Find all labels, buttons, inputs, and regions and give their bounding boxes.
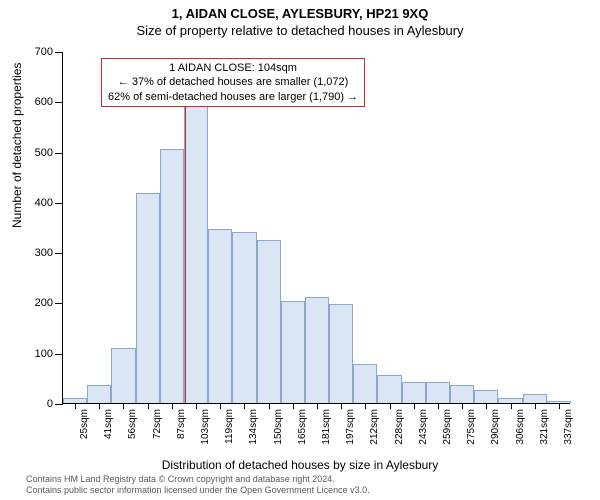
x-tick-label: 181sqm: [321, 409, 332, 445]
x-tick-label: 150sqm: [273, 409, 284, 445]
x-tick: [317, 403, 318, 409]
y-tick-label: 400: [35, 197, 53, 209]
attribution-text: Contains HM Land Registry data © Crown c…: [26, 474, 370, 496]
y-tick-label: 600: [35, 96, 53, 108]
x-tick-label: 259sqm: [442, 409, 453, 445]
info-box: 1 AIDAN CLOSE: 104sqm ← 37% of detached …: [101, 58, 365, 107]
histogram-bar: [208, 229, 232, 403]
info-line-1: 1 AIDAN CLOSE: 104sqm: [108, 61, 358, 75]
y-tick: [55, 253, 63, 254]
y-tick-label: 300: [35, 247, 53, 259]
x-tick: [99, 403, 100, 409]
x-tick-label: 306sqm: [515, 409, 526, 445]
histogram-bar: [329, 304, 353, 403]
x-tick-label: 212sqm: [369, 409, 380, 445]
histogram-bar: [450, 385, 474, 403]
histogram-bar: [426, 382, 450, 403]
x-tick-label: 103sqm: [200, 409, 211, 445]
histogram-bar: [305, 297, 329, 403]
page-title: 1, AIDAN CLOSE, AYLESBURY, HP21 9XQ: [0, 0, 600, 21]
y-tick: [55, 354, 63, 355]
x-tick-label: 197sqm: [345, 409, 356, 445]
x-tick-label: 72sqm: [152, 409, 163, 439]
x-tick: [244, 403, 245, 409]
histogram-bar: [257, 240, 281, 403]
x-tick: [293, 403, 294, 409]
histogram-bar: [111, 348, 135, 403]
y-tick: [55, 203, 63, 204]
x-tick-label: 275sqm: [466, 409, 477, 445]
x-tick: [535, 403, 536, 409]
x-tick-label: 134sqm: [248, 409, 259, 445]
x-tick: [486, 403, 487, 409]
x-tick-label: 25sqm: [79, 409, 90, 439]
histogram-bar: [377, 375, 401, 403]
x-tick: [414, 403, 415, 409]
histogram-bar: [353, 364, 377, 403]
x-tick-label: 337sqm: [563, 409, 574, 445]
y-tick-label: 0: [47, 398, 53, 410]
x-tick: [390, 403, 391, 409]
info-line-2: ← 37% of detached houses are smaller (1,…: [108, 75, 358, 89]
attribution-line-1: Contains HM Land Registry data © Crown c…: [26, 474, 335, 484]
x-tick: [559, 403, 560, 409]
x-tick: [269, 403, 270, 409]
x-tick: [511, 403, 512, 409]
y-tick: [55, 52, 63, 53]
y-tick: [55, 102, 63, 103]
y-tick-label: 500: [35, 147, 53, 159]
y-tick-label: 100: [35, 348, 53, 360]
x-tick: [172, 403, 173, 409]
x-tick: [341, 403, 342, 409]
x-tick-label: 87sqm: [176, 409, 187, 439]
plot-area: 1 AIDAN CLOSE: 104sqm ← 37% of detached …: [62, 52, 570, 404]
y-tick-label: 700: [35, 46, 53, 58]
x-tick-label: 165sqm: [297, 409, 308, 445]
attribution-line-2: Contains public sector information licen…: [26, 485, 370, 495]
page-subtitle: Size of property relative to detached ho…: [0, 21, 600, 38]
histogram-bar: [474, 390, 498, 403]
x-tick: [365, 403, 366, 409]
histogram-bar: [136, 193, 160, 403]
histogram-bar: [184, 106, 208, 403]
x-tick: [438, 403, 439, 409]
x-tick-label: 56sqm: [127, 409, 138, 439]
x-tick: [148, 403, 149, 409]
x-tick: [196, 403, 197, 409]
x-tick-label: 41sqm: [103, 409, 114, 439]
x-tick-label: 321sqm: [539, 409, 550, 445]
y-axis-label: Number of detached properties: [10, 63, 24, 228]
x-tick-label: 119sqm: [224, 409, 235, 444]
y-tick: [55, 404, 63, 405]
y-tick: [55, 303, 63, 304]
y-tick: [55, 153, 63, 154]
x-tick: [123, 403, 124, 409]
histogram-bar: [160, 149, 184, 403]
x-tick: [220, 403, 221, 409]
highlight-line: [185, 106, 186, 403]
histogram-bar: [232, 232, 256, 403]
x-tick: [75, 403, 76, 409]
histogram-bar: [281, 301, 305, 403]
chart-container: 1, AIDAN CLOSE, AYLESBURY, HP21 9XQ Size…: [0, 0, 600, 500]
x-tick-label: 228sqm: [394, 409, 405, 445]
x-tick: [462, 403, 463, 409]
info-line-3: 62% of semi-detached houses are larger (…: [108, 90, 358, 104]
x-axis-label: Distribution of detached houses by size …: [0, 458, 600, 472]
x-tick-label: 290sqm: [490, 409, 501, 445]
histogram-bar: [402, 382, 426, 403]
x-tick-label: 243sqm: [418, 409, 429, 445]
y-tick-label: 200: [35, 297, 53, 309]
histogram-bar: [87, 385, 111, 403]
histogram-bar: [523, 394, 547, 403]
